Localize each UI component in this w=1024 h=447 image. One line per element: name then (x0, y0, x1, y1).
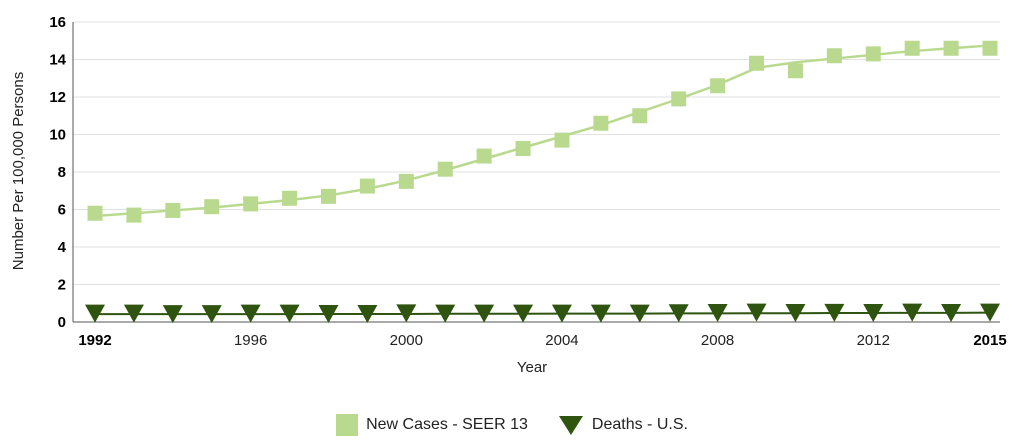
data-point-new-cases[interactable] (671, 91, 687, 107)
data-point-new-cases[interactable] (943, 40, 959, 56)
x-axis-title: Year (517, 359, 547, 376)
data-point-new-cases[interactable] (320, 188, 336, 204)
y-tick-label: 12 (49, 89, 66, 106)
series-lines (94, 44, 991, 316)
data-point-new-cases[interactable] (243, 196, 259, 212)
data-point-new-cases[interactable] (593, 115, 609, 131)
y-tick-label: 2 (58, 277, 66, 294)
data-point-new-cases[interactable] (476, 148, 492, 164)
legend-label-new-cases: New Cases - SEER 13 (366, 416, 528, 433)
data-point-new-cases[interactable] (710, 78, 726, 94)
data-point-deaths[interactable] (551, 304, 572, 323)
y-tick-label: 6 (58, 202, 66, 219)
x-tick-label: 2000 (390, 332, 423, 349)
data-point-deaths[interactable] (746, 303, 767, 322)
legend-item-deaths[interactable]: Deaths - U.S. (558, 414, 688, 436)
data-point-deaths[interactable] (824, 303, 845, 322)
data-point-deaths[interactable] (396, 304, 417, 323)
x-tick-label: 2012 (857, 332, 890, 349)
data-point-deaths[interactable] (162, 305, 183, 324)
data-point-deaths[interactable] (513, 304, 534, 323)
legend-triangle-swatch (558, 416, 583, 435)
series-line (94, 44, 991, 218)
data-point-deaths[interactable] (240, 304, 261, 323)
data-point-new-cases[interactable] (787, 63, 803, 79)
data-point-deaths[interactable] (707, 304, 728, 322)
data-point-deaths[interactable] (863, 304, 884, 322)
data-point-new-cases[interactable] (515, 141, 531, 157)
data-point-new-cases[interactable] (359, 178, 375, 194)
y-tick-label: 8 (58, 164, 66, 181)
data-point-new-cases[interactable] (437, 161, 453, 177)
gridlines (73, 21, 1000, 285)
y-axis-ticks: 0 2 4 6 8 10 12 14 16 (49, 14, 66, 331)
data-point-deaths[interactable] (980, 303, 1000, 322)
data-point-deaths[interactable] (668, 304, 689, 323)
axes (72, 22, 1000, 323)
legend-square-swatch (336, 414, 359, 436)
legend-label-deaths: Deaths - U.S. (591, 416, 688, 433)
data-point-new-cases[interactable] (165, 202, 181, 218)
data-point-new-cases[interactable] (282, 190, 298, 206)
data-point-new-cases[interactable] (126, 207, 142, 223)
data-point-deaths[interactable] (590, 304, 611, 323)
data-point-new-cases[interactable] (204, 199, 220, 215)
x-axis-ticks: 1992 1996 2000 2004 2008 2012 2015 (78, 332, 1006, 349)
data-point-new-cases[interactable] (865, 46, 881, 62)
x-tick-label: 1992 (78, 332, 111, 349)
data-point-new-cases[interactable] (632, 108, 648, 124)
y-tick-label: 14 (49, 52, 66, 69)
data-point-deaths[interactable] (85, 304, 105, 323)
x-tick-label: 2015 (973, 332, 1006, 349)
data-point-deaths[interactable] (279, 304, 300, 323)
data-point-new-cases[interactable] (554, 132, 570, 148)
line-chart: 0 2 4 6 8 10 12 14 16 1992 1996 2000 2004 2008 2012 20… (10, 14, 1007, 376)
data-point-deaths[interactable] (435, 304, 456, 323)
data-point-deaths[interactable] (474, 304, 495, 323)
data-point-new-cases[interactable] (904, 40, 920, 56)
x-tick-label: 2004 (545, 332, 578, 349)
x-tick-label: 1996 (234, 332, 267, 349)
data-point-new-cases[interactable] (749, 55, 765, 71)
series-markers (85, 40, 1000, 324)
y-axis-title: Number Per 100,000 Persons (10, 72, 27, 270)
data-point-deaths[interactable] (357, 304, 378, 323)
data-point-deaths[interactable] (785, 304, 806, 322)
series-line (95, 311, 991, 316)
legend-item-new-cases[interactable]: New Cases - SEER 13 (336, 414, 528, 436)
y-tick-label: 16 (49, 14, 66, 31)
data-point-deaths[interactable] (201, 305, 222, 324)
data-point-deaths[interactable] (902, 303, 923, 322)
data-point-new-cases[interactable] (87, 205, 103, 221)
y-tick-label: 10 (49, 127, 66, 144)
y-tick-label: 0 (58, 314, 66, 331)
legend: New Cases - SEER 13 Deaths - U.S. (0, 408, 1024, 442)
data-point-new-cases[interactable] (398, 173, 414, 189)
data-point-new-cases[interactable] (826, 48, 842, 64)
data-point-deaths[interactable] (318, 304, 339, 323)
y-tick-label: 4 (58, 239, 67, 256)
x-tick-label: 2008 (701, 332, 734, 349)
data-point-deaths[interactable] (941, 304, 962, 322)
data-point-deaths[interactable] (123, 304, 144, 323)
data-point-new-cases[interactable] (982, 40, 998, 56)
data-point-deaths[interactable] (629, 304, 650, 323)
